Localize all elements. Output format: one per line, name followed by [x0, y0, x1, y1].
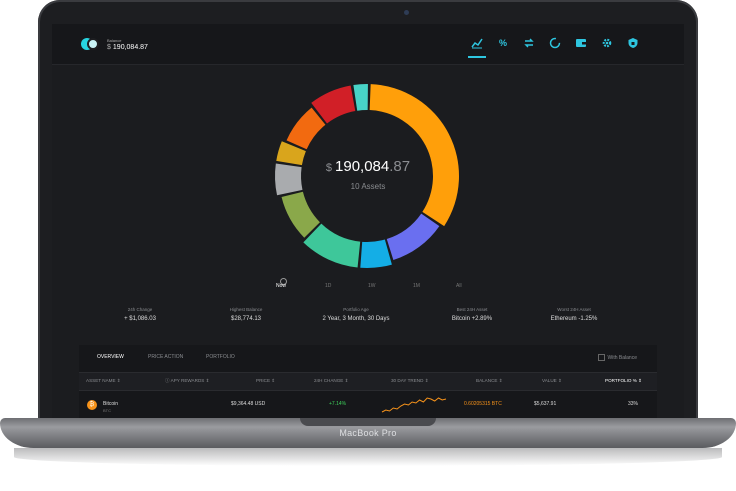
- app-header: Balance $190,084.87 %: [52, 24, 684, 65]
- trackpad-notch: [300, 418, 436, 426]
- donut-segment-orange-red[interactable]: [286, 107, 326, 150]
- trend-sparkline: [381, 397, 447, 413]
- col-apy-rewards[interactable]: ⓘ APY REWARDS ⇕: [165, 378, 210, 383]
- app-logo: [81, 38, 99, 50]
- col-price[interactable]: PRICE ⇕: [256, 378, 276, 383]
- nav-loading-button[interactable]: [546, 34, 564, 52]
- col-asset-name[interactable]: ASSET NAME ⇕: [86, 378, 121, 383]
- portfolio-donut-chart: [275, 84, 460, 268]
- asset-count: 10 Assets: [350, 182, 386, 191]
- trend-line: [381, 397, 447, 413]
- nav-chart-button[interactable]: [468, 34, 486, 58]
- chart-icon: [471, 38, 483, 49]
- asset-name: Bitcoin: [103, 401, 119, 407]
- tab-overview[interactable]: OVERVIEW: [97, 354, 124, 360]
- stat-24h-change: 24h Change + $1,086.03: [124, 307, 156, 322]
- portfolio-total: $190,084.87: [325, 158, 411, 175]
- table-header: ASSET NAME ⇕ ⓘ APY REWARDS ⇕ PRICE ⇕ 24H…: [79, 372, 657, 391]
- with-balance-toggle[interactable]: With Balance: [597, 354, 637, 361]
- stat-worst-asset: Worst 24H Asset Ethereum -1.25%: [550, 307, 598, 322]
- shield-icon: [628, 38, 638, 48]
- asset-ticker: BTC: [103, 408, 111, 413]
- asset-balance: 0.60205315 BTC: [464, 401, 502, 407]
- wallet-icon: [576, 39, 586, 47]
- top-nav: %: [468, 34, 642, 58]
- asset-price: $9,364.48 USD: [231, 401, 266, 407]
- range-all[interactable]: All: [456, 283, 462, 289]
- donut-segment-violet[interactable]: [386, 213, 440, 260]
- range-now[interactable]: Now: [276, 283, 287, 289]
- asset-portfolio-percent: 33%: [628, 401, 639, 407]
- range-indicator-icon: [280, 278, 287, 285]
- donut-segment-red[interactable]: [311, 85, 356, 124]
- bitcoin-icon: ₿: [87, 400, 97, 410]
- col-24h-change[interactable]: 24H CHANGE ⇕: [314, 378, 349, 383]
- loading-icon: [549, 37, 561, 49]
- balance-label: Balance: [107, 38, 122, 43]
- device-brand: MacBook Pro: [339, 428, 397, 438]
- donut-segment-gold[interactable]: [276, 141, 306, 166]
- asset-value: $5,637.91: [534, 401, 557, 407]
- range-1d[interactable]: 1D: [325, 283, 332, 289]
- nav-percent-button[interactable]: %: [494, 34, 512, 52]
- nav-exchange-button[interactable]: [520, 34, 538, 52]
- donut-segment-grey[interactable]: [275, 163, 303, 196]
- stat-best-asset: Best 24H Asset Bitcoin +2.89%: [451, 307, 493, 322]
- stat-portfolio-age: Portfolio Age 2 Year, 3 Month, 30 Days: [322, 307, 390, 322]
- assets-table-panel: OVERVIEW PRICE ACTION PORTFOLIO With Bal…: [79, 345, 657, 419]
- gear-icon: [602, 38, 612, 48]
- nav-wallet-button[interactable]: [572, 34, 590, 52]
- nav-settings-button[interactable]: [598, 34, 616, 52]
- col-portfolio-percent[interactable]: PORTFOLIO % ⇕: [605, 378, 642, 383]
- donut-segment-blue[interactable]: [360, 239, 392, 268]
- col-value[interactable]: VALUE ⇕: [542, 378, 562, 383]
- exchange-icon: [524, 38, 534, 48]
- time-range-selector: Now 1D 1W 1M All: [52, 280, 684, 294]
- portfolio-stats: 24h Change + $1,086.03 Highest Balance $28…: [52, 307, 684, 329]
- range-1w[interactable]: 1W: [368, 283, 376, 289]
- donut-segment-cyan[interactable]: [353, 84, 368, 111]
- donut-segment-orange[interactable]: [369, 84, 460, 227]
- tab-price-action[interactable]: PRICE ACTION: [148, 354, 184, 360]
- checkbox-icon: [597, 354, 605, 361]
- app-screen: Balance $190,084.87 %: [52, 24, 684, 419]
- tab-portfolio[interactable]: PORTFOLIO: [206, 354, 235, 360]
- stat-highest-balance: Highest Balance $28,774.13: [229, 307, 263, 322]
- laptop-base: MacBook Pro: [0, 418, 736, 491]
- balance-value: $190,084.87: [107, 44, 148, 51]
- donut-segment-teal[interactable]: [303, 223, 361, 268]
- asset-24h-change: +7.14%: [329, 401, 347, 407]
- range-1m[interactable]: 1M: [413, 283, 420, 289]
- col-balance[interactable]: BALANCE ⇕: [476, 378, 503, 383]
- donut-segment-olive[interactable]: [281, 191, 320, 238]
- table-row[interactable]: ₿ Bitcoin BTC $9,364.48 USD +7.14% 0.602…: [79, 396, 657, 418]
- nav-security-button[interactable]: [624, 34, 642, 52]
- camera: [404, 10, 409, 15]
- col-30-day-trend[interactable]: 30 DAY TREND ⇕: [391, 378, 429, 383]
- percent-icon: %: [498, 38, 507, 48]
